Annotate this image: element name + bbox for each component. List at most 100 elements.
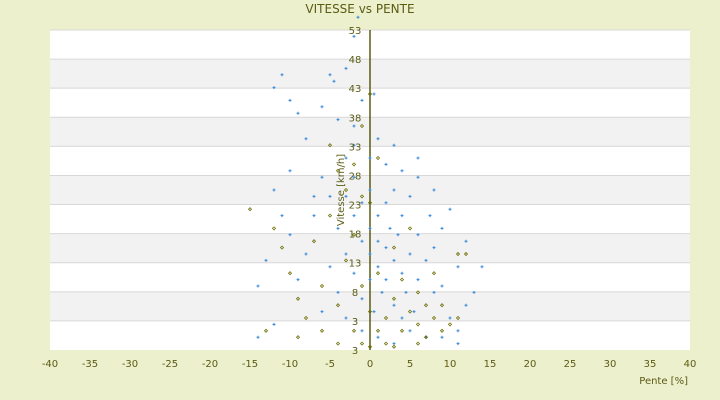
data-point	[439, 328, 445, 333]
data-point	[392, 143, 396, 147]
data-point	[463, 251, 469, 257]
data-point	[328, 73, 332, 77]
data-point	[272, 86, 276, 90]
data-point	[303, 315, 309, 321]
data-point	[320, 175, 324, 179]
x-tick-label: 15	[484, 359, 497, 370]
data-point	[296, 278, 300, 282]
data-point	[432, 188, 436, 192]
data-point	[311, 239, 317, 244]
data-point	[400, 214, 404, 218]
data-point	[343, 258, 349, 263]
data-point	[360, 329, 364, 333]
data-point	[412, 310, 416, 314]
data-point	[256, 284, 260, 288]
x-tick-label: -20	[202, 359, 218, 370]
data-point	[247, 207, 253, 212]
data-point	[432, 290, 436, 294]
data-point	[384, 201, 388, 205]
y-tick-label: 43	[349, 84, 362, 95]
data-point	[408, 329, 412, 333]
data-point	[335, 168, 341, 173]
y-tick-label: 28	[349, 171, 362, 182]
data-point	[416, 233, 420, 237]
data-point	[288, 169, 292, 173]
data-point	[400, 271, 404, 275]
data-point	[320, 105, 324, 109]
data-point	[256, 335, 260, 339]
data-point	[416, 278, 420, 282]
data-point	[288, 233, 292, 237]
x-tick-label: 35	[644, 359, 657, 370]
data-point	[428, 214, 432, 218]
x-tick-label: -30	[122, 359, 138, 370]
data-point	[335, 303, 341, 308]
data-point	[392, 342, 396, 346]
data-point	[272, 322, 276, 326]
data-point	[327, 143, 333, 148]
data-point	[312, 214, 316, 218]
data-point	[359, 283, 365, 289]
data-point	[367, 309, 373, 314]
x-tick-label: -25	[162, 359, 178, 370]
data-point	[480, 265, 484, 269]
data-point	[352, 175, 356, 179]
data-point	[360, 98, 364, 102]
data-point	[388, 226, 392, 230]
data-point	[391, 344, 397, 349]
data-point	[304, 137, 308, 141]
data-point	[279, 245, 285, 250]
data-point	[416, 156, 420, 160]
data-point	[408, 252, 412, 256]
data-point	[392, 188, 396, 192]
data-point	[295, 296, 301, 301]
data-point	[432, 246, 436, 250]
data-point	[404, 290, 408, 294]
data-point	[352, 34, 356, 38]
data-point	[344, 194, 348, 198]
data-point	[383, 341, 389, 346]
data-point	[288, 98, 292, 102]
data-point	[415, 322, 421, 327]
data-point	[456, 265, 460, 269]
data-point	[415, 290, 421, 295]
data-point	[392, 303, 396, 307]
data-point	[376, 335, 380, 339]
data-point	[440, 335, 444, 339]
y-tick-label: 13	[349, 259, 362, 270]
data-point	[367, 344, 373, 349]
data-point	[368, 278, 372, 282]
data-point	[367, 200, 373, 205]
data-point	[376, 137, 380, 141]
data-point	[372, 92, 376, 96]
data-point	[352, 214, 356, 218]
data-point	[356, 15, 360, 19]
data-point	[359, 341, 365, 346]
data-point	[399, 328, 405, 333]
data-point	[351, 162, 357, 167]
data-point	[472, 290, 476, 294]
data-point	[392, 258, 396, 262]
y-tick-label: 33	[349, 142, 362, 153]
data-point	[352, 143, 356, 147]
data-point	[396, 233, 400, 237]
data-point	[423, 303, 429, 308]
x-tick-label: -5	[325, 359, 335, 370]
data-point	[456, 329, 460, 333]
data-point	[431, 315, 437, 321]
data-point	[352, 124, 356, 128]
data-point	[416, 175, 420, 179]
data-point	[407, 226, 413, 231]
data-point	[376, 265, 380, 269]
data-point	[280, 214, 284, 218]
data-point	[383, 315, 389, 321]
data-point	[332, 79, 336, 83]
data-point	[327, 213, 333, 218]
data-point	[287, 271, 293, 276]
data-point	[367, 91, 373, 97]
data-point	[271, 226, 277, 231]
x-tick-label: 5	[407, 359, 413, 370]
data-point	[304, 252, 308, 256]
